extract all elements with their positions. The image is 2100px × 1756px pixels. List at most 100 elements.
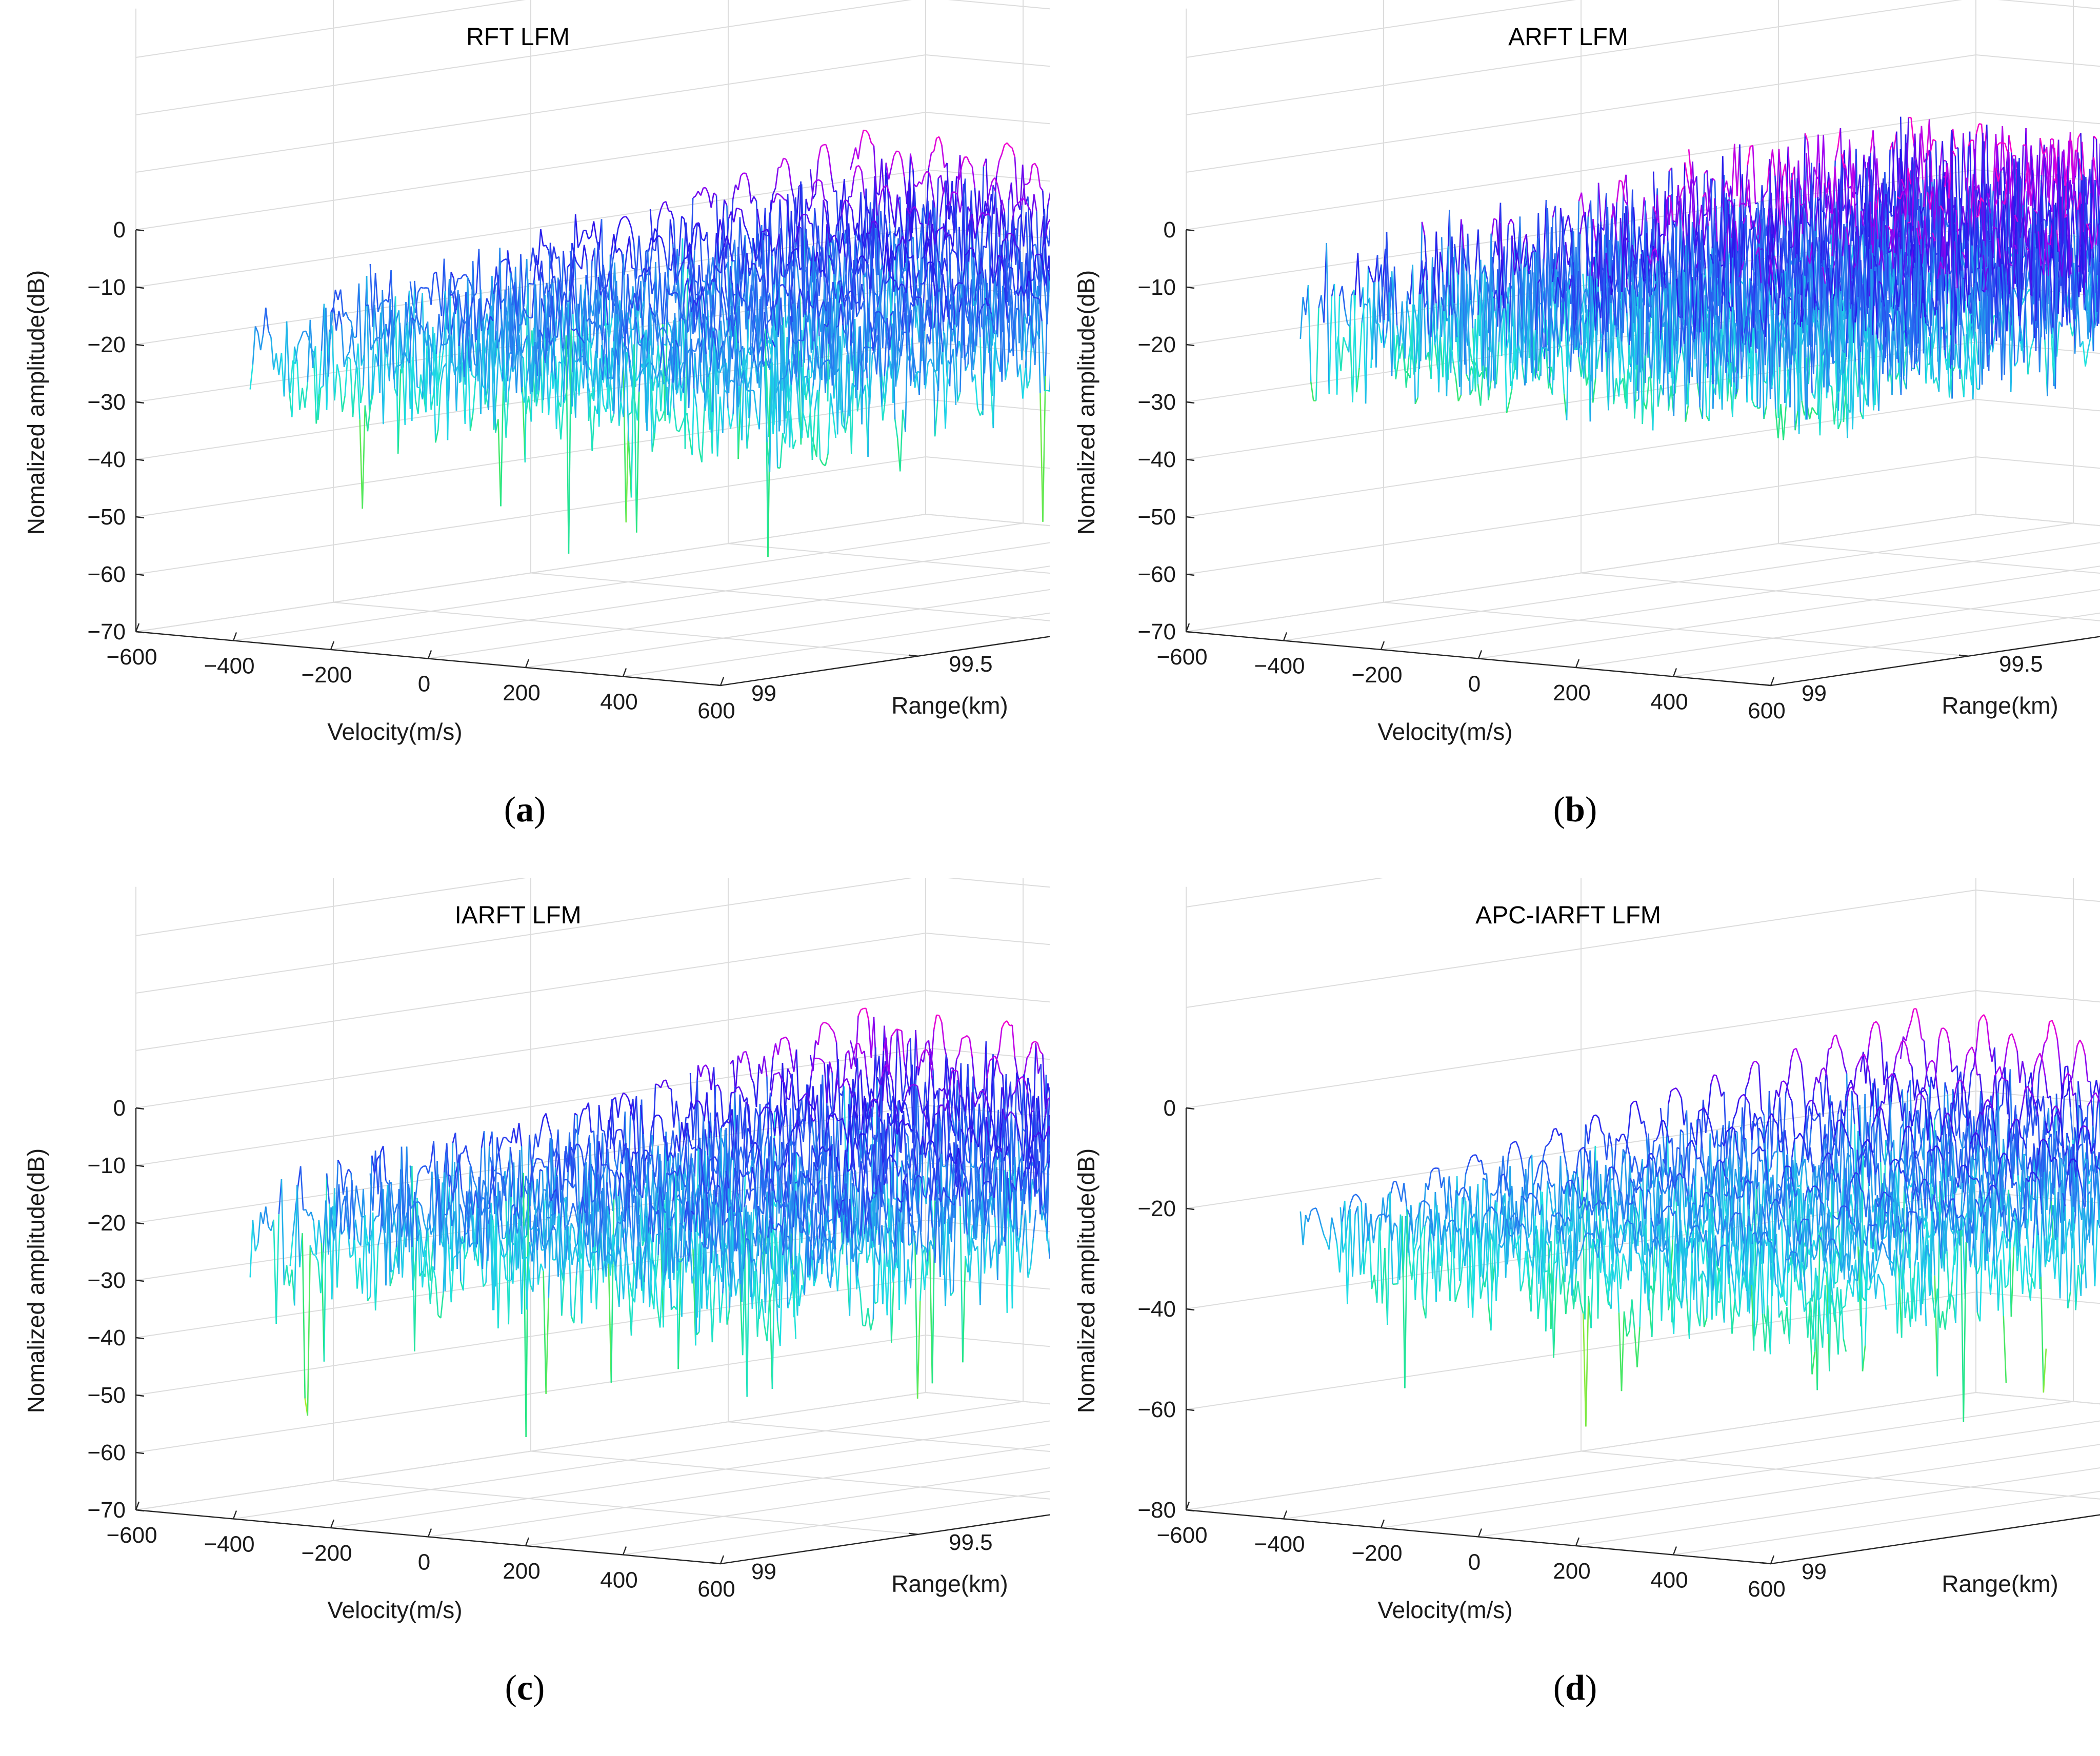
surface-segment bbox=[1995, 168, 1999, 182]
surface-segment bbox=[804, 213, 807, 216]
surface-segment bbox=[984, 316, 988, 374]
surface-segment bbox=[989, 299, 993, 396]
surface-segment bbox=[1045, 270, 1049, 376]
surface-segment bbox=[1026, 181, 1030, 185]
surface-segment bbox=[782, 334, 786, 400]
surface-segment bbox=[948, 230, 952, 300]
surface-segment bbox=[922, 280, 926, 285]
surface-segment bbox=[477, 329, 482, 414]
surface-segment bbox=[700, 187, 704, 196]
surface-segment bbox=[615, 314, 620, 426]
surface-segment bbox=[806, 214, 810, 224]
surface-segment bbox=[2069, 140, 2072, 142]
surface-segment bbox=[892, 279, 896, 282]
surface-segment bbox=[469, 413, 474, 431]
surface-segment bbox=[418, 323, 422, 327]
surface-segment bbox=[1047, 192, 1050, 206]
surface-segment bbox=[765, 358, 770, 368]
surface-segment bbox=[921, 174, 925, 185]
surface-segment bbox=[339, 289, 344, 317]
surface-segment bbox=[842, 233, 846, 257]
surface-segment bbox=[650, 379, 655, 440]
surface-segment bbox=[1032, 254, 1037, 280]
surface-segment bbox=[684, 257, 687, 259]
surface-segment bbox=[579, 355, 583, 358]
surface-segment bbox=[869, 221, 873, 234]
surface-segment bbox=[949, 278, 953, 387]
surface-segment bbox=[360, 386, 364, 403]
surface-segment bbox=[912, 237, 916, 328]
surface-segment bbox=[806, 376, 811, 397]
x-tick-label: −600 bbox=[106, 644, 157, 670]
surface-segment bbox=[737, 247, 742, 280]
surface-segment bbox=[564, 267, 569, 315]
surface-segment bbox=[334, 289, 339, 300]
surface-segment bbox=[972, 346, 977, 370]
x-tick-label: −200 bbox=[301, 662, 352, 688]
surface-segment bbox=[598, 345, 603, 427]
surface-segment bbox=[761, 312, 765, 352]
surface-segment bbox=[1910, 117, 1914, 144]
surface-segment bbox=[558, 279, 563, 306]
surface-segment bbox=[659, 327, 663, 331]
surface-segment bbox=[683, 319, 687, 378]
surface-segment bbox=[878, 191, 883, 206]
surface-segment bbox=[440, 367, 444, 385]
surface-segment bbox=[539, 330, 544, 337]
surface-segment bbox=[832, 281, 836, 299]
surface-segment bbox=[965, 364, 969, 372]
surface-segment bbox=[603, 265, 607, 289]
surface-segment bbox=[1806, 153, 1810, 201]
surface-segment bbox=[1034, 286, 1038, 366]
surface-segment bbox=[838, 368, 843, 425]
surface-segment bbox=[777, 378, 782, 385]
surface-segment bbox=[704, 382, 708, 408]
x-tick-label: 600 bbox=[697, 698, 735, 723]
surface-segment bbox=[672, 339, 676, 383]
surface-segment bbox=[744, 301, 749, 311]
surface-segment bbox=[1047, 218, 1050, 224]
surface-segment bbox=[540, 229, 544, 247]
surface-segment bbox=[681, 316, 685, 321]
surface-segment bbox=[1981, 200, 1985, 241]
surface-segment bbox=[870, 142, 874, 147]
surface-segment bbox=[865, 259, 869, 265]
surface-segment bbox=[977, 308, 982, 318]
grid-z-line bbox=[135, 456, 1050, 575]
surface-segment bbox=[942, 352, 946, 429]
surface-segment bbox=[842, 229, 846, 317]
surface-segment bbox=[1034, 163, 1038, 169]
surface-segment bbox=[725, 332, 729, 338]
surface-segment bbox=[362, 405, 366, 509]
surface-segment bbox=[644, 334, 648, 431]
surface-segment bbox=[585, 321, 590, 421]
surface-segment bbox=[872, 208, 876, 229]
surface-segment bbox=[607, 376, 611, 380]
surface-segment bbox=[779, 433, 784, 468]
surface-segment bbox=[366, 276, 370, 410]
surface-segment bbox=[864, 217, 869, 313]
surface-segment bbox=[931, 261, 936, 297]
surface-segment bbox=[480, 319, 484, 414]
surface-segment bbox=[806, 267, 810, 314]
surface-segment bbox=[507, 250, 511, 273]
surface-segment bbox=[583, 275, 587, 366]
surface-segment bbox=[695, 293, 699, 296]
surface-segment bbox=[570, 253, 575, 277]
surface-segment bbox=[753, 274, 757, 327]
surface-segment bbox=[1005, 300, 1010, 323]
surface-segment bbox=[1905, 168, 1909, 220]
surface-segment bbox=[870, 322, 874, 351]
surface-segment bbox=[602, 285, 606, 340]
surface-segment bbox=[1028, 271, 1032, 293]
surface-segment bbox=[771, 340, 776, 348]
surface-segment bbox=[1864, 203, 1868, 268]
surface-segment bbox=[595, 351, 599, 398]
surface-segment bbox=[713, 192, 717, 196]
surface-segment bbox=[363, 305, 367, 386]
surface-segment bbox=[577, 241, 582, 248]
surface-segment bbox=[723, 252, 727, 293]
surface-segment bbox=[587, 339, 591, 343]
surface-segment bbox=[749, 239, 753, 253]
surface-segment bbox=[918, 296, 922, 299]
